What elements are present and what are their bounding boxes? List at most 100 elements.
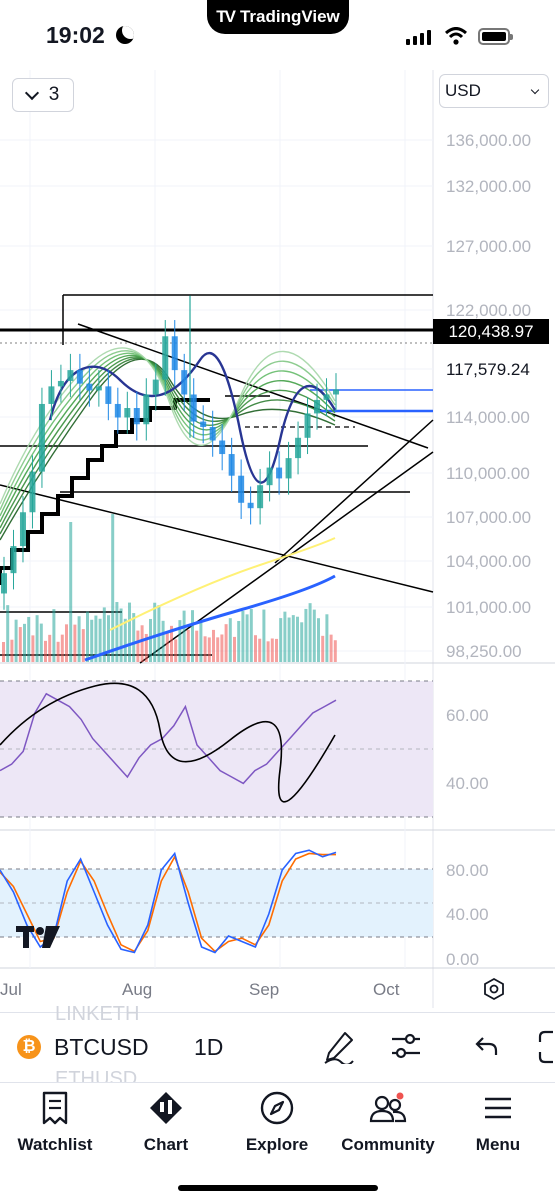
volume-bar <box>216 637 220 662</box>
trendline <box>274 419 434 564</box>
nav-label: Explore <box>245 1135 309 1154</box>
currency-value: USD <box>445 81 481 100</box>
dynamic-island: TV TradingView <box>207 0 349 34</box>
nav-explore[interactable]: Explore <box>222 1091 332 1155</box>
candle-body <box>76 370 83 384</box>
candle-body <box>124 408 131 418</box>
price-tick: 122,000.00 <box>446 301 532 320</box>
price-tick: 132,000.00 <box>446 177 532 196</box>
candle-body <box>38 403 45 472</box>
moon-icon <box>116 26 134 44</box>
candle-body <box>333 389 339 395</box>
candle-body <box>209 426 216 441</box>
volume-bar <box>249 608 253 662</box>
community-icon <box>369 1092 407 1123</box>
price-tick: 127,000.00 <box>446 237 532 256</box>
rsi-ma-line <box>0 682 336 803</box>
symbol-button[interactable]: BTCUSD <box>54 1034 149 1060</box>
nav-chart[interactable]: Chart <box>111 1091 221 1155</box>
undo-icon[interactable] <box>473 1030 501 1062</box>
volume-bar <box>266 641 270 662</box>
volume-bar <box>149 618 152 662</box>
chart-canvas[interactable] <box>0 0 555 1010</box>
volume-bar <box>287 617 291 662</box>
interval-button[interactable]: 1D <box>194 1034 224 1060</box>
watchlist-icon <box>42 1091 68 1125</box>
nav-watchlist[interactable]: Watchlist <box>0 1091 110 1155</box>
candle-body <box>143 394 150 425</box>
compass-icon <box>260 1091 294 1125</box>
stoch-tick: 40.00 <box>446 905 489 924</box>
candle-body <box>29 471 36 513</box>
time-axis-label: Aug <box>122 980 153 999</box>
volume-bar <box>254 635 257 662</box>
volume-bar <box>233 636 236 662</box>
candle-body <box>48 386 55 404</box>
volume-bar <box>325 614 329 662</box>
candle-body <box>190 394 197 422</box>
candle-body <box>171 336 178 371</box>
bottom-nav: Watchlist Chart Explore Community <box>0 1082 555 1200</box>
pen-icon[interactable] <box>323 1030 355 1064</box>
nav-label: Community <box>341 1135 435 1154</box>
volume-bar <box>304 608 308 662</box>
volume-bar <box>182 610 186 662</box>
volume-bar <box>27 616 31 662</box>
volume-bar <box>98 618 102 662</box>
chart-icon <box>150 1092 182 1124</box>
volume-bar <box>224 624 228 662</box>
currency-selector[interactable]: USD <box>439 74 549 108</box>
rsi-tick: 60.00 <box>446 706 489 725</box>
app-indicator: TradingView <box>239 7 340 26</box>
price-tick: 136,000.00 <box>446 131 532 150</box>
sliders-icon[interactable] <box>390 1030 422 1062</box>
volume-bar <box>170 625 173 662</box>
candle-body <box>86 383 93 391</box>
candle-body <box>285 458 292 479</box>
volume-bar <box>77 616 81 662</box>
volume-bar <box>296 616 299 662</box>
volume-bar <box>48 634 52 662</box>
nav-community[interactable]: Community <box>333 1091 443 1155</box>
rsi-line <box>0 692 337 785</box>
volume-bar <box>228 618 232 662</box>
current-price-label: 117,579.24 <box>446 360 530 379</box>
volume-bar <box>119 608 123 662</box>
volume-bar <box>115 602 119 662</box>
candle-body <box>114 403 121 418</box>
nav-label: Chart <box>143 1135 189 1154</box>
volume-bar <box>144 633 148 662</box>
volume-bar <box>275 638 278 662</box>
volume-bar <box>73 624 77 662</box>
price-tick: 114,000.00 <box>446 408 530 427</box>
candle-body <box>238 475 245 503</box>
candle-body <box>181 370 188 395</box>
candle-body <box>67 370 74 381</box>
candle-body <box>57 380 64 387</box>
candle-body <box>323 394 330 400</box>
last-price-label: 120,438.97 <box>433 319 549 344</box>
volume-bar <box>199 621 203 662</box>
volume-bar <box>81 629 85 662</box>
fullscreen-icon[interactable] <box>537 1030 555 1064</box>
volume-bar <box>136 630 140 662</box>
nav-menu[interactable]: Menu <box>443 1091 553 1155</box>
volume-bar <box>102 607 106 662</box>
time-axis-label: Sep <box>249 980 280 999</box>
volume-bar <box>165 632 169 662</box>
volume-bar <box>35 615 39 662</box>
volume-bar <box>220 634 224 662</box>
candle-body <box>219 440 226 455</box>
layout-selector[interactable]: 3 <box>12 78 74 112</box>
chart-settings-icon[interactable] <box>482 977 506 1001</box>
volume-bar <box>14 619 18 662</box>
candle-body <box>266 467 273 486</box>
candle-body <box>19 512 26 547</box>
volume-bar <box>178 620 182 662</box>
stepped-stop-line <box>0 398 210 585</box>
volume-bar <box>60 634 64 662</box>
nav-label: Menu <box>475 1135 521 1154</box>
price-tick: 98,250.00 <box>446 642 522 661</box>
volume-bar <box>195 630 199 662</box>
volume-bar <box>245 614 249 662</box>
